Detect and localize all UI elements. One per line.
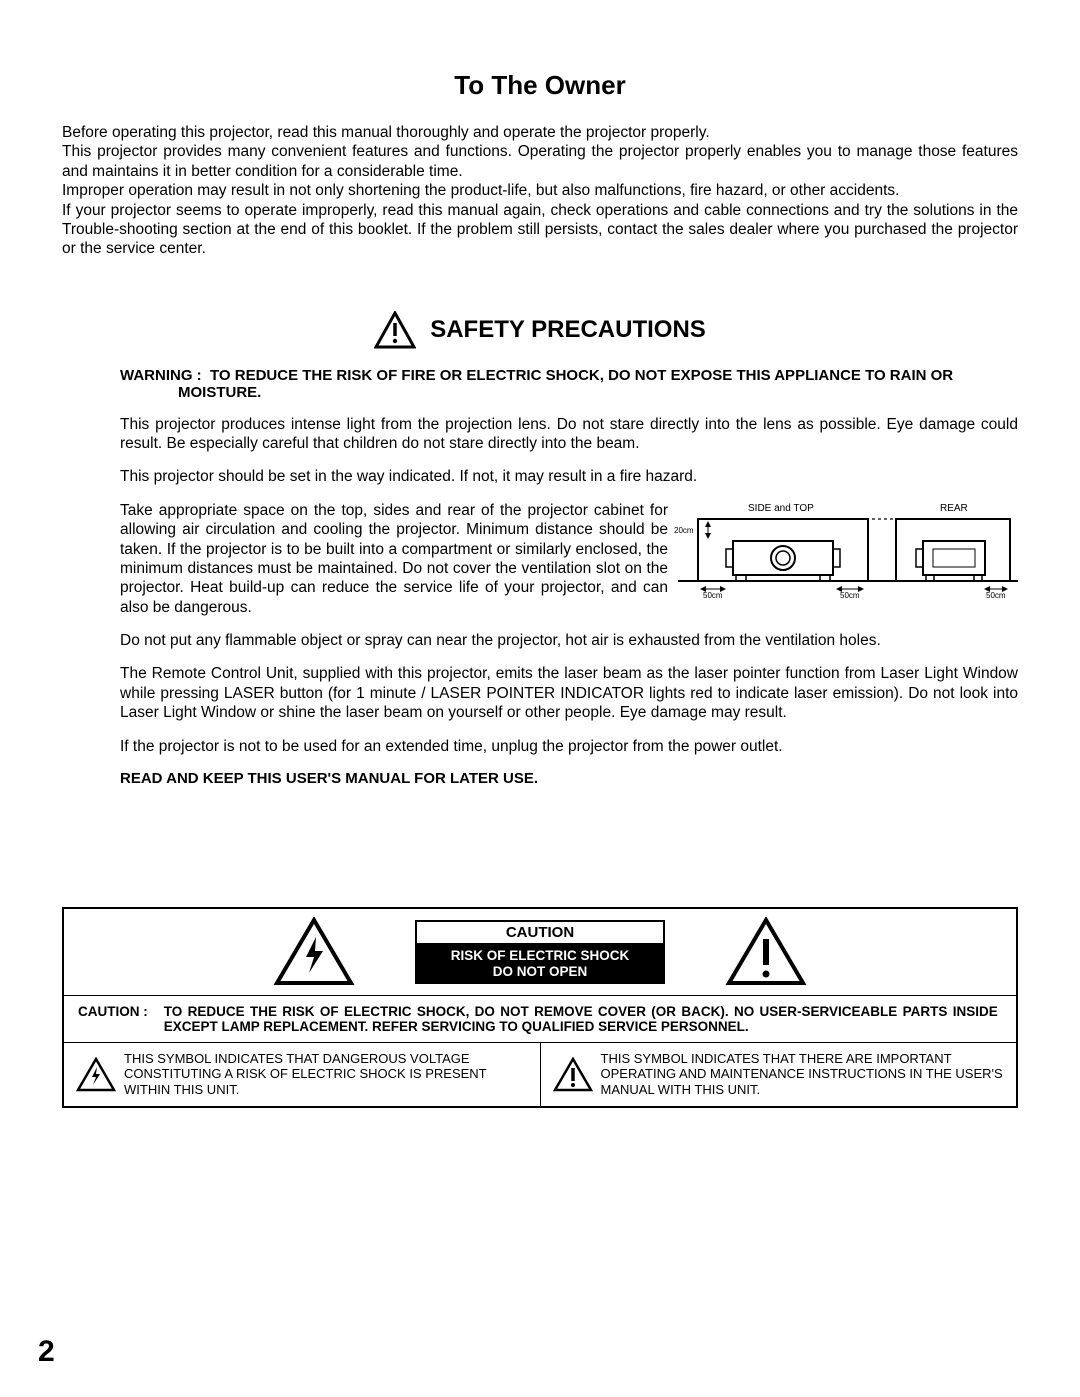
clearance-diagram: SIDE and TOP REAR 20cm 50cm 50cm 50cm (678, 501, 1018, 601)
caution-top-row: CAUTION RISK OF ELECTRIC SHOCK DO NOT OP… (64, 909, 1016, 996)
precaution-3-row: Take appropriate space on the top, sides… (120, 501, 1018, 617)
page-title: To The Owner (62, 70, 1018, 101)
intro-p3: Improper operation may result in not onl… (62, 181, 1018, 200)
safety-heading: SAFETY PRECAUTIONS (430, 316, 706, 344)
symbol-left-cell: THIS SYMBOL INDICATES THAT DANGEROUS VOL… (64, 1043, 541, 1106)
precaution-1: This projector produces intense light fr… (120, 415, 1018, 454)
caution-text-label: CAUTION : (78, 1004, 160, 1019)
diagram-20cm: 20cm (674, 526, 694, 536)
warning-label: WARNING : (120, 367, 202, 384)
warning-triangle-icon (374, 311, 416, 349)
safety-heading-wrap: SAFETY PRECAUTIONS (62, 311, 1018, 349)
shock-triangle-small-icon (76, 1057, 116, 1092)
caution-text-row: CAUTION : TO REDUCE THE RISK OF ELECTRIC… (64, 996, 1016, 1043)
caution-box: CAUTION RISK OF ELECTRIC SHOCK DO NOT OP… (62, 907, 1018, 1108)
warning-text: TO REDUCE THE RISK OF FIRE OR ELECTRIC S… (178, 367, 953, 401)
diagram-50cm-1: 50cm (703, 591, 723, 601)
page-number: 2 (38, 1335, 55, 1369)
exclamation-triangle-icon (725, 917, 807, 987)
caution-center-labels: CAUTION RISK OF ELECTRIC SHOCK DO NOT OP… (415, 920, 665, 983)
precaution-6: If the projector is not to be used for a… (120, 737, 1018, 756)
symbol-row: THIS SYMBOL INDICATES THAT DANGEROUS VOL… (64, 1043, 1016, 1106)
diagram-50cm-2: 50cm (840, 591, 860, 601)
precaution-2: This projector should be set in the way … (120, 467, 1018, 486)
shock-triangle-icon (273, 917, 355, 987)
symbol-right-text: THIS SYMBOL INDICATES THAT THERE ARE IMP… (601, 1051, 1005, 1098)
precaution-5: The Remote Control Unit, supplied with t… (120, 664, 1018, 722)
keep-manual-text: READ AND KEEP THIS USER'S MANUAL FOR LAT… (62, 770, 1018, 787)
caution-label: CAUTION (415, 920, 665, 945)
diagram-side-top-text: SIDE and TOP (748, 503, 814, 516)
precaution-3: Take appropriate space on the top, sides… (120, 501, 668, 617)
symbol-left-text: THIS SYMBOL INDICATES THAT DANGEROUS VOL… (124, 1051, 528, 1098)
intro-p2: This projector provides many convenient … (62, 142, 1018, 181)
caution-text-body: TO REDUCE THE RISK OF ELECTRIC SHOCK, DO… (164, 1004, 998, 1034)
exclamation-triangle-small-icon (553, 1057, 593, 1092)
intro-p4: If your projector seems to operate impro… (62, 201, 1018, 259)
diagram-rear-text: REAR (940, 503, 968, 516)
intro-p1: Before operating this projector, read th… (62, 123, 1018, 142)
diagram-50cm-3: 50cm (986, 591, 1006, 601)
warning-line: WARNING : TO REDUCE THE RISK OF FIRE OR … (120, 367, 1018, 401)
intro-block: Before operating this projector, read th… (62, 123, 1018, 259)
risk-label: RISK OF ELECTRIC SHOCK DO NOT OPEN (415, 945, 665, 983)
precaution-4: Do not put any flammable object or spray… (120, 631, 1018, 650)
symbol-right-cell: THIS SYMBOL INDICATES THAT THERE ARE IMP… (541, 1043, 1017, 1106)
precaution-list: This projector produces intense light fr… (62, 415, 1018, 756)
